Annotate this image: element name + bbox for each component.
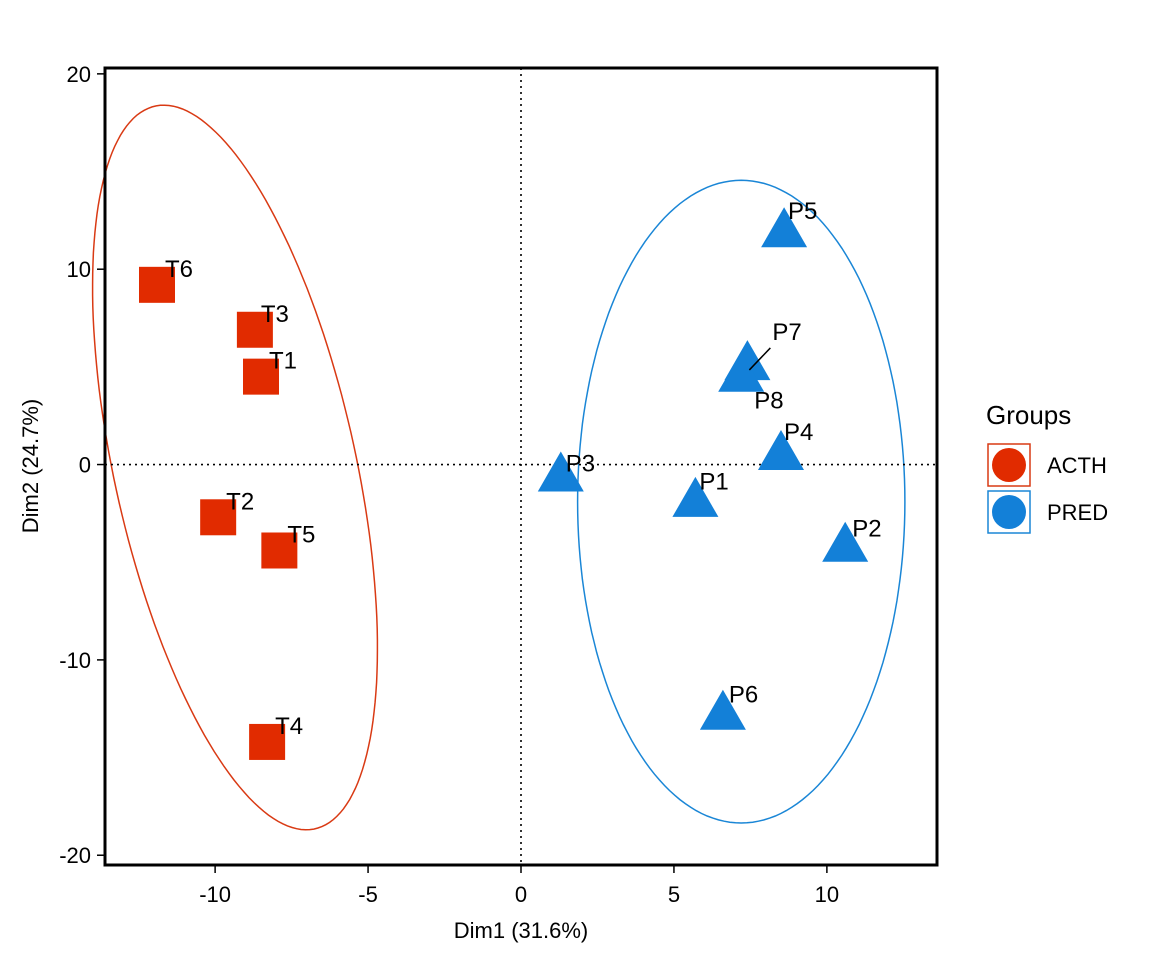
y-tick-label: 20 (67, 62, 91, 87)
x-tick-label: -5 (358, 882, 378, 907)
reference-lines (105, 68, 937, 865)
connector-p7 (748, 347, 771, 371)
point-label-t5: T5 (287, 521, 315, 548)
ellipse-pred (576, 179, 906, 824)
x-tick-label: 10 (815, 882, 839, 907)
y-tick-label: 10 (67, 257, 91, 282)
legend-label-pred: PRED (1047, 500, 1108, 525)
point-p6 (699, 689, 746, 730)
point-label-p7: P7 (772, 319, 801, 346)
y-tick-label: -10 (59, 648, 91, 673)
point-label-t1: T1 (269, 348, 297, 375)
point-labels: T1 T2 T3 T4 T5 T6 P1 P2 P3 P4 P5 P6 P7 P8 (165, 198, 882, 740)
point-label-p2: P2 (852, 516, 881, 543)
point-label-p1: P1 (699, 469, 728, 496)
point-p5 (761, 207, 808, 248)
legend-swatch-acth (992, 448, 1026, 482)
legend: Groups ACTH PRED (986, 400, 1108, 534)
point-t1 (243, 358, 279, 395)
group-ellipses (91, 104, 906, 831)
point-p3 (537, 451, 584, 492)
y-tick-label: 0 (79, 453, 91, 478)
ellipse-acth (91, 104, 379, 831)
point-p2 (822, 521, 869, 562)
point-label-t6: T6 (165, 256, 193, 283)
point-t6 (139, 266, 175, 303)
legend-title: Groups (986, 400, 1071, 430)
point-label-t3: T3 (261, 301, 289, 328)
legend-swatch-pred (992, 495, 1026, 529)
point-t3 (236, 311, 273, 348)
legend-label-acth: ACTH (1047, 453, 1107, 478)
y-axis-title: Dim2 (24.7%) (18, 399, 43, 533)
label-connectors (748, 347, 771, 371)
y-tick-label: -20 (59, 843, 91, 868)
point-label-p3: P3 (566, 450, 595, 477)
x-axis-title: Dim1 (31.6%) (454, 918, 588, 943)
point-label-p4: P4 (784, 419, 813, 446)
point-label-t2: T2 (226, 488, 254, 515)
axes: -10 -5 0 5 10 -20 -10 0 10 20 (59, 62, 839, 907)
point-t4 (249, 723, 286, 760)
plot-panel-border (103, 66, 939, 867)
point-p4 (758, 430, 804, 470)
point-p8 (718, 351, 765, 392)
data-points (139, 207, 869, 760)
point-p1 (672, 476, 719, 517)
point-label-p8: P8 (754, 388, 783, 415)
point-t2 (200, 499, 237, 536)
point-label-t4: T4 (275, 713, 303, 740)
x-tick-label: 5 (668, 882, 680, 907)
point-label-p6: P6 (729, 682, 758, 709)
x-tick-label: 0 (515, 882, 527, 907)
point-label-p5: P5 (788, 198, 817, 225)
x-tick-label: -10 (199, 882, 231, 907)
point-t5 (261, 532, 298, 569)
